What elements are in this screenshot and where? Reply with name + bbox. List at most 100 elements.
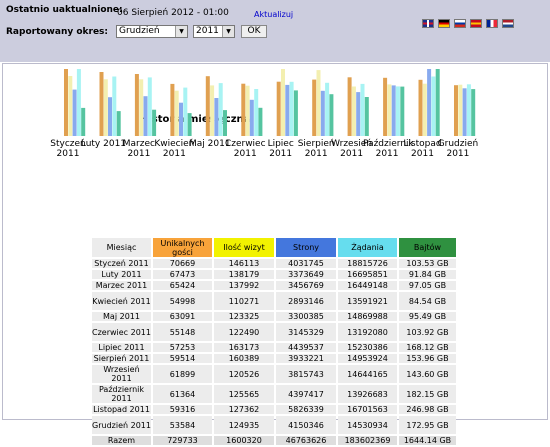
table-row: Maj 2011 63091 123325 3300385 14869988 95.49 … [92, 312, 456, 321]
bar-1-2 [139, 79, 144, 136]
value-cell: 84.54 GB [399, 292, 456, 310]
bar-2-9 [391, 85, 396, 136]
month-cell: Sierpień 2011 [92, 354, 151, 363]
bar-3-9 [395, 86, 400, 136]
flag-es-icon[interactable] [470, 19, 482, 28]
bar-0-1 [99, 72, 104, 136]
bar-2-8 [356, 92, 361, 136]
month-select[interactable]: Grudzień ▼ [116, 25, 188, 38]
value-cell: 110271 [214, 292, 274, 310]
bar-3-2 [147, 77, 152, 136]
bar-3-5 [254, 89, 259, 136]
value-cell: 3933221 [276, 354, 336, 363]
table-row: Luty 2011 67473 138179 3373649 16695851 91.84… [92, 270, 456, 279]
monthly-history-chart [64, 69, 476, 136]
month-cell: Grudzień 2011 [92, 416, 151, 434]
bar-1-5 [245, 85, 250, 136]
flag-de-icon[interactable] [438, 19, 450, 28]
bar-4-11 [471, 89, 476, 136]
month-label: Grudzień 2011 [437, 139, 479, 159]
month-cell: Luty 2011 [92, 270, 151, 279]
flag-fr-icon[interactable] [486, 19, 498, 28]
value-cell: 18815726 [338, 259, 397, 268]
bar-3-0 [76, 69, 81, 136]
bar-2-10 [427, 69, 432, 136]
table-row: Październik 2011 61364 125565 4397417 139266… [92, 385, 456, 403]
table-row: Listopad 2011 59316 127362 5826339 16701563 2… [92, 405, 456, 414]
value-cell: 3815743 [276, 365, 336, 383]
update-link[interactable]: Aktualizuj [254, 10, 294, 19]
value-cell: 103.92 GB [399, 323, 456, 341]
bar-2-0 [72, 89, 77, 136]
value-cell: 13192080 [338, 323, 397, 341]
table-row: Grudzień 2011 53584 124935 4150346 14530934 1… [92, 416, 456, 434]
bar-4-9 [400, 86, 405, 136]
ok-button[interactable]: OK [241, 25, 267, 38]
value-cell: 14644165 [338, 365, 397, 383]
value-cell: 120526 [214, 365, 274, 383]
value-cell: 13926683 [338, 385, 397, 403]
total-label: Razem [92, 436, 151, 445]
bar-4-10 [435, 69, 440, 136]
value-cell: 57253 [153, 343, 212, 352]
value-cell: 61364 [153, 385, 212, 403]
col-header-visits: Ilość wizyt [214, 238, 274, 257]
bar-0-3 [170, 83, 175, 136]
month-cell: Maj 2011 [92, 312, 151, 321]
month-label: Kwiecień 2011 [154, 139, 195, 159]
year-select-value: 2011 [196, 26, 219, 36]
total-value: 183602369 [338, 436, 397, 445]
value-cell: 15230386 [338, 343, 397, 352]
month-label: Marzec 2011 [122, 139, 155, 159]
value-cell: 16695851 [338, 270, 397, 279]
value-cell: 61899 [153, 365, 212, 383]
bar-4-6 [293, 90, 298, 136]
table-row: Kwiecień 2011 54998 110271 2893146 13591921 8… [92, 292, 456, 310]
table-total-row: Razem 729733 1600320 46763626 183602369 1644.… [92, 436, 456, 445]
value-cell: 168.12 GB [399, 343, 456, 352]
bar-1-3 [174, 90, 179, 136]
value-cell: 53584 [153, 416, 212, 434]
month-label: Lipiec 2011 [267, 139, 294, 159]
value-cell: 2893146 [276, 292, 336, 310]
bar-2-5 [249, 99, 254, 136]
last-update-value: 06 Sierpień 2012 - 01:00 [117, 8, 229, 18]
month-cell: Listopad 2011 [92, 405, 151, 414]
bar-3-8 [360, 83, 365, 136]
year-select[interactable]: 2011 ▼ [193, 25, 235, 38]
bar-2-11 [462, 88, 467, 136]
value-cell: 103.53 GB [399, 259, 456, 268]
bar-3-7 [325, 82, 330, 136]
flag-uk-icon[interactable] [422, 19, 434, 28]
last-update-label: Ostatnio uaktualnione: [6, 5, 123, 15]
value-cell: 143.60 GB [399, 365, 456, 383]
value-cell: 125565 [214, 385, 274, 403]
language-flags [422, 19, 522, 29]
bar-3-1 [112, 76, 117, 136]
value-cell: 13591921 [338, 292, 397, 310]
value-cell: 3145329 [276, 323, 336, 341]
value-cell: 163173 [214, 343, 274, 352]
value-cell: 124935 [214, 416, 274, 434]
bar-4-2 [152, 109, 157, 136]
bar-3-10 [431, 76, 436, 136]
value-cell: 122490 [214, 323, 274, 341]
value-cell: 123325 [214, 312, 274, 321]
month-cell: Październik 2011 [92, 385, 151, 403]
table-header-row: Miesiąc Unikalnych gości Ilość wizyt Str… [92, 238, 456, 257]
chevron-down-icon: ▼ [175, 26, 187, 37]
value-cell: 3300385 [276, 312, 336, 321]
value-cell: 4439537 [276, 343, 336, 352]
table-row: Styczeń 2011 70669 146113 4031745 18815726 10… [92, 259, 456, 268]
stats-table: Miesiąc Unikalnych gości Ilość wizyt Str… [90, 236, 458, 447]
bar-1-8 [351, 86, 356, 136]
table-row: Sierpień 2011 59514 160389 3933221 14953924 1… [92, 354, 456, 363]
flag-nl-icon[interactable] [502, 19, 514, 28]
month-label: Wrzesień 2011 [331, 139, 373, 159]
month-label: Luty 2011 [80, 139, 127, 149]
period-label: Raportowany okres: [6, 27, 109, 37]
value-cell: 14953924 [338, 354, 397, 363]
flag-ru-icon[interactable] [454, 19, 466, 28]
col-header-visitors: Unikalnych gości [153, 238, 212, 257]
bar-3-11 [466, 84, 471, 136]
